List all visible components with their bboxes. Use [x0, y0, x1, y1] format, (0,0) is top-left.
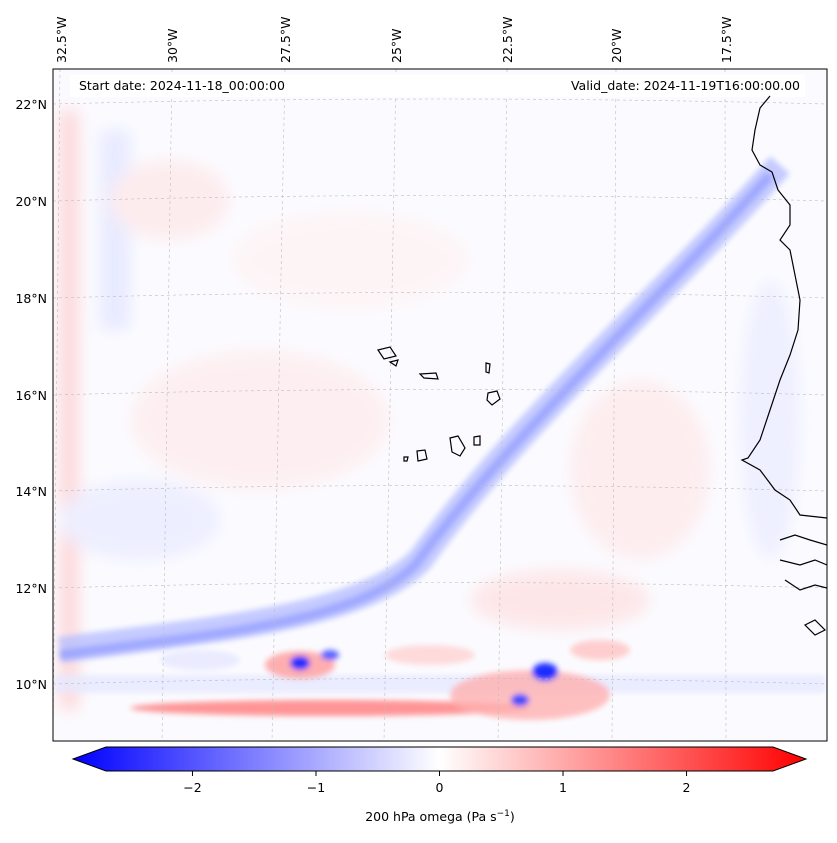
colorbar-label-text: 200 hPa omega (Pa s [365, 809, 496, 824]
lat-label: 10°N [15, 677, 47, 692]
map-frame [52, 68, 828, 742]
gridlines [53, 69, 827, 741]
lat-label: 16°N [15, 388, 47, 403]
colorbar-label-exp: −1 [497, 809, 510, 819]
coastline [740, 95, 827, 636]
colorbar-tick-label: −1 [307, 780, 325, 795]
lat-label: 20°N [15, 194, 47, 209]
start-date-label: Start date: 2024-11-18_00:00:00 [79, 78, 285, 93]
colorbar-label: 200 hPa omega (Pa s−1) [365, 809, 515, 824]
colorbar-tick-label: −2 [183, 780, 201, 795]
lon-label: 30°W [165, 28, 180, 63]
valid-date-label: Valid_date: 2024-11-19T16:00:00.00 [571, 78, 800, 93]
lat-label: 12°N [15, 581, 47, 596]
lon-label: 27.5°W [278, 17, 293, 63]
colorbar-tick-label: 2 [683, 780, 691, 795]
colorbar-tick-label: 0 [436, 780, 444, 795]
colorbar: −2 −1 0 1 2 200 hPa omega (Pa s−1) [71, 746, 808, 824]
lon-labels: 32.5°W 30°W 27.5°W 25°W 22.5°W 20°W 17.5… [54, 17, 734, 63]
omega-field: Start date: 2024-11-18_00:00:00 Valid_da… [53, 69, 827, 741]
cape-verde-islands [377, 346, 501, 462]
lat-label: 18°N [15, 291, 47, 306]
colorbar-label-close: ) [510, 809, 515, 824]
colorbar-ticks: −2 −1 0 1 2 [183, 771, 691, 795]
lat-label: 14°N [15, 484, 47, 499]
lat-labels: 22°N 20°N 18°N 16°N 14°N 12°N 10°N [15, 97, 47, 692]
lon-label: 32.5°W [54, 17, 69, 63]
lon-label: 22.5°W [500, 17, 515, 63]
lon-label: 20°W [609, 28, 624, 63]
lat-label: 22°N [15, 97, 47, 112]
colorbar-bar [71, 746, 808, 772]
lon-label: 17.5°W [719, 17, 734, 63]
colorbar-tick-label: 1 [559, 780, 567, 795]
lon-label: 25°W [389, 28, 404, 63]
